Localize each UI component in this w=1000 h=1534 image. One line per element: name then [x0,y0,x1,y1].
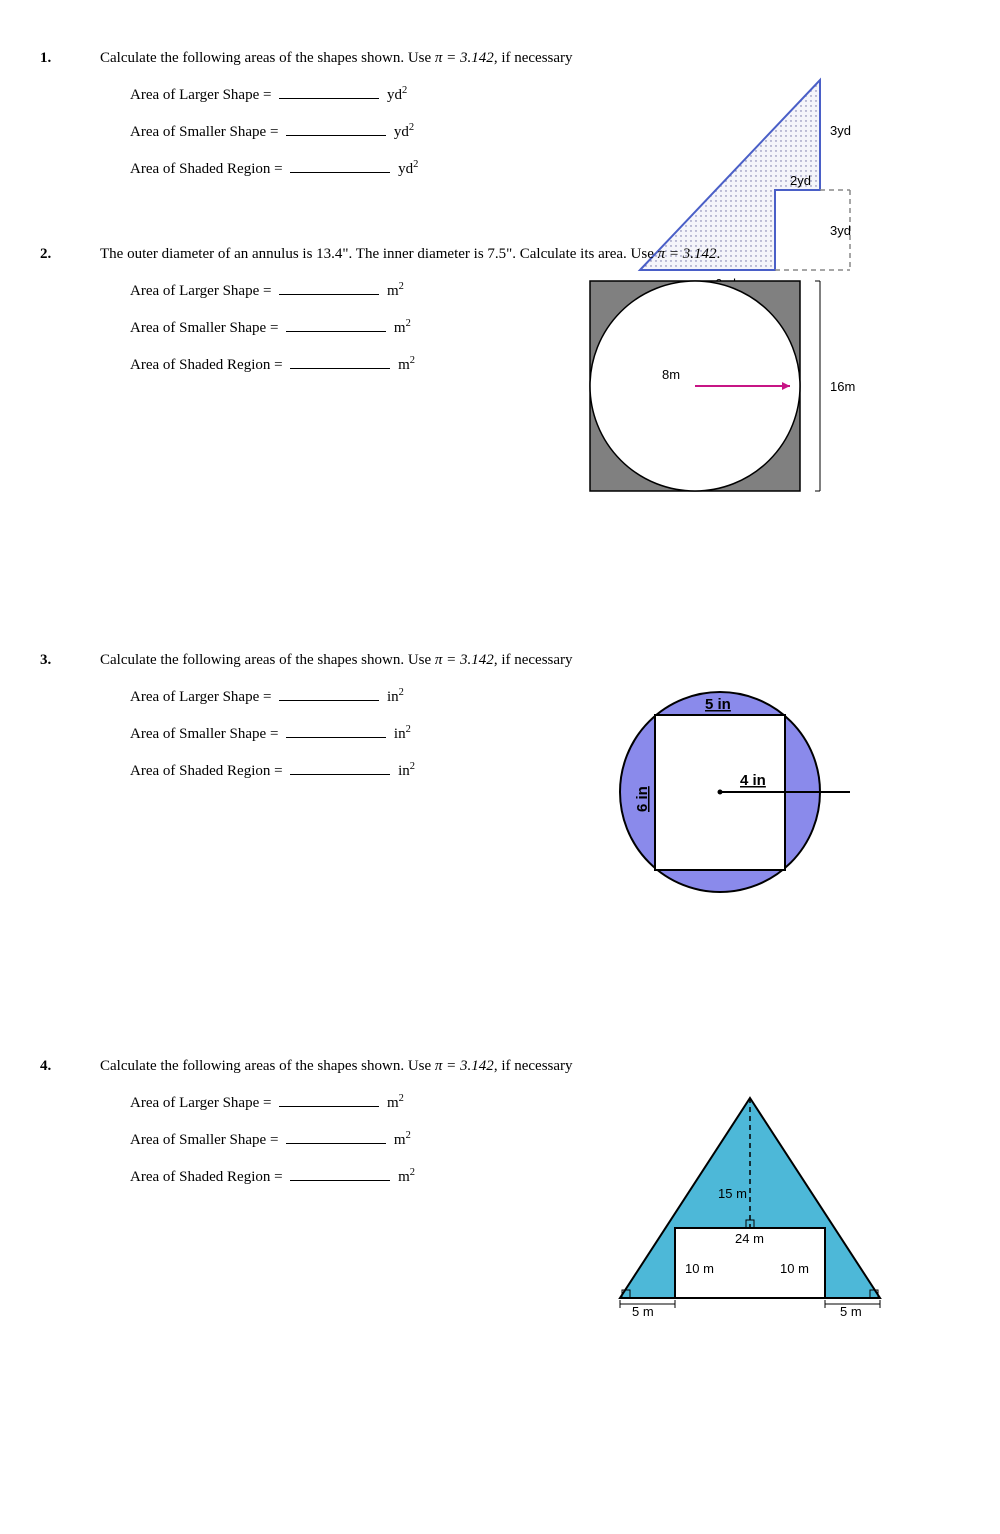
problem-3: 3. Calculate the following areas of the … [40,652,960,1008]
svg-text:5 m: 5 m [632,1304,654,1319]
problem-2: 2. The outer diameter of an annulus is 1… [40,246,960,602]
svg-text:5 m: 5 m [840,1304,862,1319]
svg-text:15 m: 15 m [718,1186,747,1201]
prompt-text: Calculate the following areas of the sha… [100,50,960,67]
blank-input[interactable] [290,761,390,775]
svg-text:3yd: 3yd [830,223,851,238]
svg-text:10 m: 10 m [780,1261,809,1276]
blank-input[interactable] [286,318,386,332]
problem-number: 4. [40,1058,100,1434]
blank-input[interactable] [279,687,379,701]
problem-1: 1. Calculate the following areas of the … [40,50,960,196]
prompt-text: Calculate the following areas of the sha… [100,1058,960,1075]
problem-number: 2. [40,246,100,602]
blank-input[interactable] [286,724,386,738]
blank-input[interactable] [286,122,386,136]
svg-text:6 in: 6 in [634,786,651,812]
figure-circle-rectangle: 5 in 4 in 6 in [600,677,880,912]
svg-text:5 in: 5 in [705,696,731,713]
svg-text:24 m: 24 m [735,1231,764,1246]
svg-text:16m: 16m [830,379,855,394]
figure-triangle-rect-base: 15 m 24 m 10 m 10 m 5 m 5 m [600,1088,900,1343]
blank-input[interactable] [286,1130,386,1144]
blank-input[interactable] [279,85,379,99]
blank-input[interactable] [279,1093,379,1107]
svg-text:3yd: 3yd [830,123,851,138]
svg-text:10 m: 10 m [685,1261,714,1276]
blank-input[interactable] [290,355,390,369]
svg-text:4 in: 4 in [740,772,766,789]
problem-4: 4. Calculate the following areas of the … [40,1058,960,1434]
figure-square-circle: 8m 16m [580,271,890,506]
svg-text:2yd: 2yd [790,173,811,188]
prompt-text: The outer diameter of an annulus is 13.4… [100,246,960,263]
svg-text:8m: 8m [662,367,680,382]
problem-number: 1. [40,50,100,196]
problem-number: 3. [40,652,100,1008]
blank-input[interactable] [290,159,390,173]
blank-input[interactable] [279,281,379,295]
prompt-text: Calculate the following areas of the sha… [100,652,960,669]
blank-input[interactable] [290,1167,390,1181]
